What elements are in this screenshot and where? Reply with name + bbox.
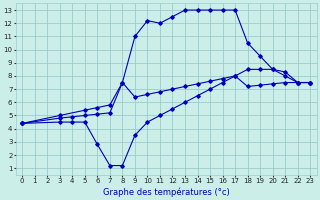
X-axis label: Graphe des températures (°c): Graphe des températures (°c)	[103, 187, 230, 197]
